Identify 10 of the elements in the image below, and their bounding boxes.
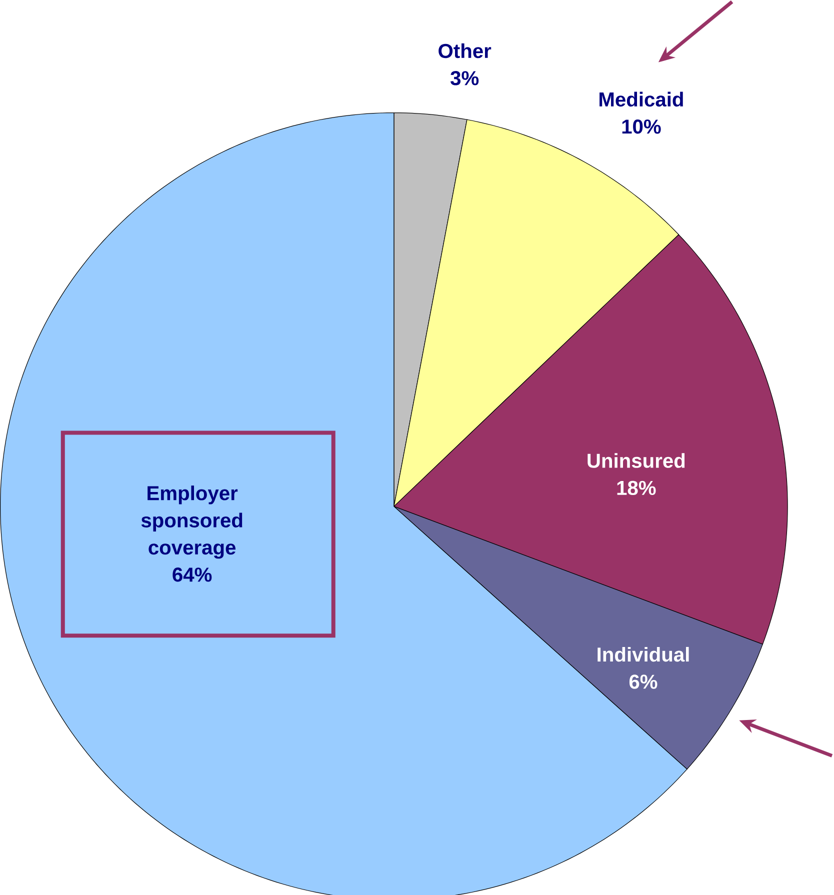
- data-label: 18%: [617, 480, 656, 496]
- slice-label: Employer sponsored coverage: [142, 486, 242, 559]
- data-label: 64%: [172, 568, 212, 582]
- data-label: 3%: [450, 71, 479, 86]
- slice-label: Individual: [598, 646, 689, 662]
- slice-label: Other: [438, 43, 492, 58]
- data-label: 10%: [622, 120, 661, 134]
- slice-label: Uninsured: [588, 453, 685, 468]
- data-label: 6%: [630, 674, 658, 689]
- slice-label: Medicaid: [600, 92, 684, 107]
